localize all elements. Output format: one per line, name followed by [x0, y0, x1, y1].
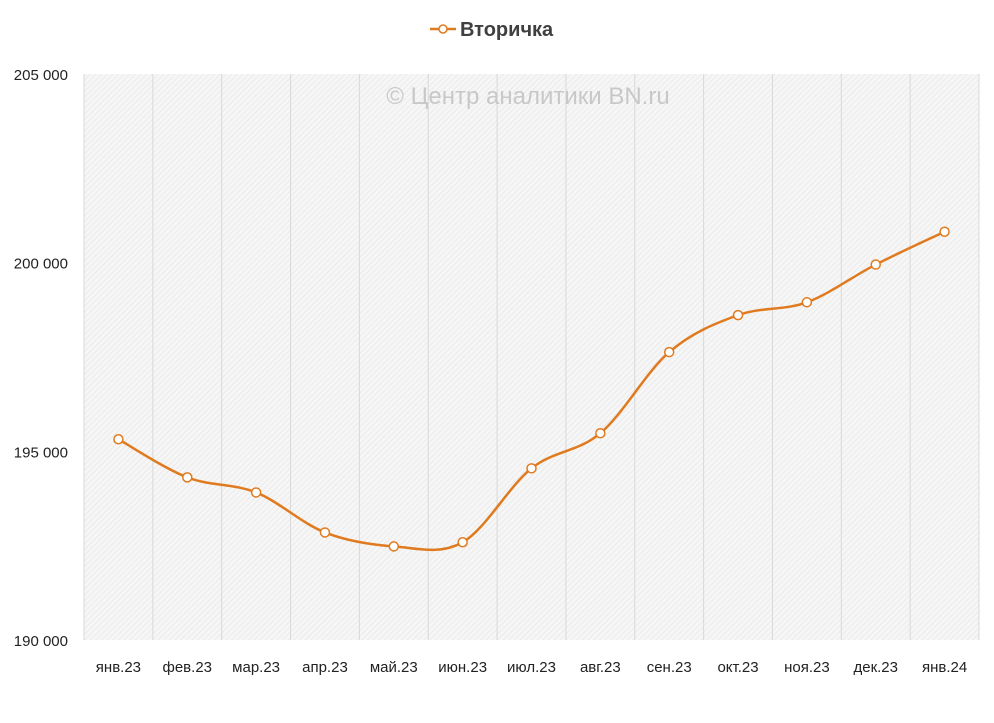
plot-area — [84, 74, 979, 640]
data-point — [939, 226, 950, 237]
x-tick-label: дек.23 — [853, 659, 898, 676]
data-point — [526, 463, 537, 474]
x-tick-label: июн.23 — [438, 659, 487, 676]
x-tick-label: сен.23 — [647, 659, 692, 676]
data-point — [319, 527, 331, 538]
data-point — [113, 434, 124, 445]
y-tick-label: 200 000 — [14, 256, 68, 273]
data-point — [250, 487, 262, 498]
x-tick-label: авг.23 — [580, 659, 621, 676]
data-point — [182, 472, 193, 483]
watermark: © Центр аналитики BN.ru — [386, 83, 669, 110]
data-point — [388, 541, 400, 552]
x-tick-label: май.23 — [370, 659, 418, 676]
x-tick-label: июл.23 — [507, 659, 556, 676]
x-tick-label: мар.23 — [232, 659, 280, 676]
x-tick-label: окт.23 — [717, 659, 758, 676]
data-point — [801, 297, 813, 308]
y-tick-label: 190 000 — [14, 633, 68, 650]
legend-marker-icon — [438, 24, 448, 34]
data-point — [663, 346, 675, 358]
x-tick-label: фев.23 — [163, 659, 213, 676]
x-tick-label: янв.23 — [96, 659, 141, 676]
y-tick-label: 205 000 — [14, 67, 68, 84]
data-point — [457, 537, 468, 548]
x-tick-label: апр.23 — [302, 659, 348, 676]
y-tick-label: 195 000 — [14, 444, 68, 461]
data-point — [732, 309, 744, 321]
data-point — [870, 259, 881, 270]
x-tick-label: янв.24 — [922, 659, 967, 676]
legend: Вторичка — [430, 19, 554, 41]
data-point — [595, 427, 606, 439]
legend-label: Вторичка — [460, 19, 554, 41]
x-tick-label: ноя.23 — [784, 659, 830, 676]
